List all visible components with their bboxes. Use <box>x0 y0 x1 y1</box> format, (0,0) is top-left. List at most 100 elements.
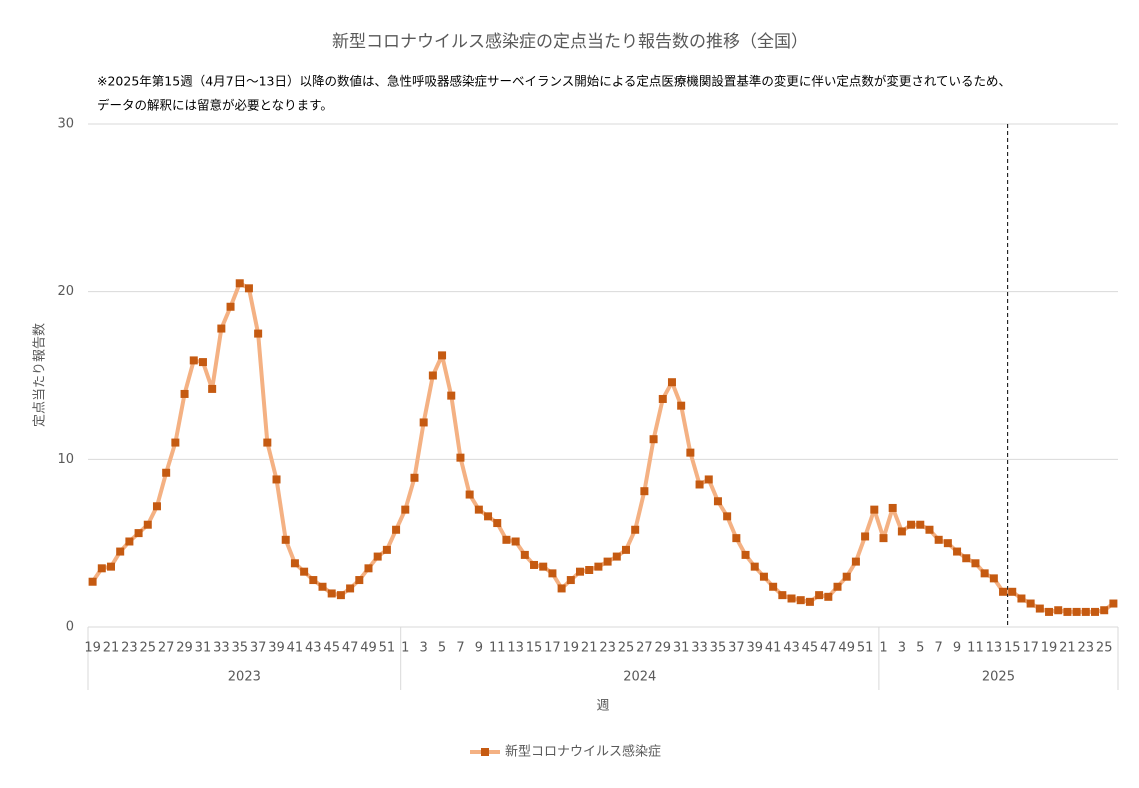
x-tick-label: 3 <box>420 641 428 656</box>
marker <box>355 576 364 585</box>
marker <box>364 564 373 573</box>
marker <box>989 574 998 583</box>
marker <box>999 587 1008 596</box>
x-tick-label: 23 <box>1078 641 1095 656</box>
note: ※2025年第15週（4月7日～13日）以降の数値は、急性呼吸器感染症サーベイラ… <box>97 74 1011 89</box>
x-tick-label: 49 <box>838 641 855 656</box>
x-tick-label: 41 <box>287 641 304 656</box>
marker <box>576 567 585 576</box>
marker <box>493 519 502 528</box>
marker <box>815 591 824 600</box>
marker <box>861 532 870 541</box>
x-tick-label: 17 <box>1022 641 1039 656</box>
x-tick-label: 9 <box>953 641 961 656</box>
marker <box>208 384 217 393</box>
marker <box>888 503 897 512</box>
marker <box>502 535 511 544</box>
x-group-label: 2025 <box>982 670 1015 685</box>
x-axis-label: 週 <box>596 699 609 714</box>
marker <box>962 554 971 563</box>
marker <box>465 490 474 499</box>
marker <box>943 539 952 548</box>
x-tick-label: 25 <box>1096 641 1113 656</box>
marker <box>198 358 207 367</box>
marker <box>327 589 336 598</box>
marker <box>695 480 704 489</box>
x-tick-label: 1 <box>879 641 887 656</box>
marker <box>456 453 465 462</box>
marker <box>557 584 566 593</box>
marker <box>1072 607 1081 616</box>
marker <box>97 564 106 573</box>
marker <box>1100 606 1109 615</box>
marker <box>750 562 759 571</box>
marker <box>474 505 483 514</box>
legend-marker <box>481 748 489 756</box>
y-tick-label: 20 <box>57 284 74 299</box>
x-tick-label: 33 <box>213 641 230 656</box>
marker <box>382 545 391 554</box>
y-tick-label: 0 <box>66 620 74 635</box>
x-tick-label: 47 <box>342 641 359 656</box>
marker <box>621 545 630 554</box>
marker <box>805 597 814 606</box>
marker <box>392 525 401 534</box>
x-tick-label: 45 <box>802 641 819 656</box>
x-tick-label: 43 <box>783 641 800 656</box>
marker <box>796 596 805 605</box>
x-tick-label: 17 <box>544 641 561 656</box>
marker <box>410 473 419 482</box>
marker <box>1026 599 1035 608</box>
x-tick-label: 27 <box>158 641 175 656</box>
x-tick-label: 19 <box>563 641 580 656</box>
x-tick-label: 39 <box>746 641 763 656</box>
marker <box>106 562 115 571</box>
marker <box>686 448 695 457</box>
marker <box>594 562 603 571</box>
marker <box>484 512 493 521</box>
marker <box>833 582 842 591</box>
marker <box>658 394 667 403</box>
marker <box>1054 606 1063 615</box>
x-tick-label: 39 <box>268 641 285 656</box>
marker <box>189 356 198 365</box>
marker <box>677 401 686 410</box>
marker <box>980 569 989 578</box>
x-tick-label: 35 <box>231 641 248 656</box>
marker <box>1035 604 1044 613</box>
marker <box>649 435 658 444</box>
marker <box>226 302 235 311</box>
marker <box>217 324 226 333</box>
x-tick-label: 11 <box>489 641 506 656</box>
marker <box>125 537 134 546</box>
x-tick-label: 21 <box>103 641 120 656</box>
marker <box>732 534 741 543</box>
x-tick-label: 11 <box>967 641 984 656</box>
x-tick-label: 19 <box>84 641 101 656</box>
marker <box>879 534 888 543</box>
marker <box>870 505 879 514</box>
marker <box>281 535 290 544</box>
marker <box>1109 599 1118 608</box>
x-tick-label: 21 <box>581 641 598 656</box>
x-tick-label: 49 <box>360 641 377 656</box>
x-tick-label: 37 <box>728 641 745 656</box>
marker <box>612 552 621 561</box>
marker <box>971 559 980 568</box>
marker <box>603 557 612 566</box>
legend-label: 新型コロナウイルス感染症 <box>505 744 661 760</box>
marker <box>300 567 309 576</box>
x-tick-label: 1 <box>401 641 409 656</box>
marker <box>1045 607 1054 616</box>
marker <box>180 389 189 398</box>
x-tick-label: 33 <box>691 641 708 656</box>
x-tick-label: 25 <box>140 641 157 656</box>
marker <box>336 591 345 600</box>
marker <box>585 565 594 574</box>
marker <box>254 329 263 338</box>
series-line <box>90 281 1115 614</box>
marker <box>447 391 456 400</box>
marker <box>640 487 649 496</box>
x-tick-label: 15 <box>1004 641 1021 656</box>
